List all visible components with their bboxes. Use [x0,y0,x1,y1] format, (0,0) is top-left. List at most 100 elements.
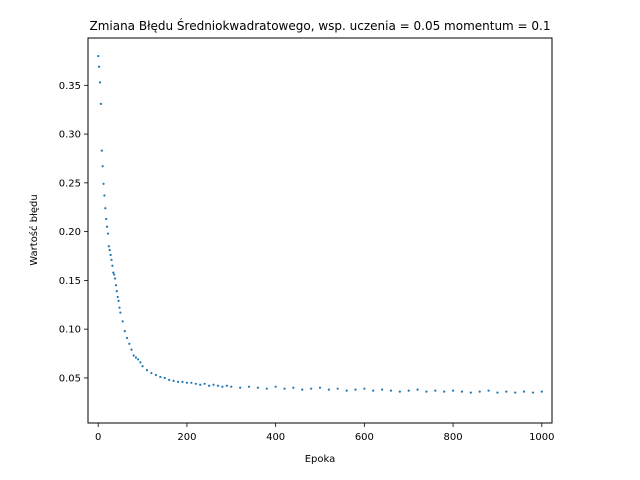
y-tick-label: 0.15 [59,276,81,287]
data-point [434,389,437,392]
data-point [128,342,131,345]
data-point [190,381,193,384]
data-point [106,232,110,235]
data-point [105,225,109,228]
data-point [117,299,120,302]
data-point [115,290,118,293]
data-point [114,284,118,287]
data-point [451,389,455,392]
y-tick-label: 0.35 [59,81,81,92]
data-point [363,387,366,390]
data-point [265,387,268,390]
data-point [113,277,117,280]
data-point [176,380,180,383]
data-point [97,54,100,58]
data-point [247,385,251,388]
data-point [194,382,197,385]
x-tick-label: 1000 [529,432,554,443]
data-point [336,387,339,390]
data-point [469,391,472,394]
data-point [310,387,313,390]
data-point [292,386,295,389]
data-point [407,389,410,392]
data-point [105,217,108,221]
y-axis-label: Wartość błędu [28,194,40,265]
data-point [274,385,277,388]
data-point [327,388,330,391]
y-tick-label: 0.20 [59,227,81,238]
data-point [212,383,215,386]
x-axis: 0 200 400 600 800 1000 [95,423,555,443]
x-tick-label: 0 [95,432,101,443]
data-point [256,386,259,389]
data-point [318,386,322,389]
data-point [496,391,499,394]
data-point [118,306,121,309]
data-point [125,336,129,340]
data-point [113,273,116,276]
data-point [159,375,162,379]
data-point [203,382,206,385]
data-point [109,253,112,257]
data-point [150,371,153,375]
x-tick-label: 400 [266,432,285,443]
data-point [540,390,543,393]
data-point [487,389,490,392]
chart-title: Zmiana Błędu Średniokwadratowego, wsp. u… [89,18,550,33]
data-point [168,378,171,381]
data-point [221,385,224,388]
data-point [137,358,140,361]
data-point [230,385,233,388]
y-tick-label: 0.10 [59,325,81,336]
data-point [522,390,526,393]
data-point [216,384,220,387]
data-point [389,389,393,392]
data-point [425,390,428,393]
data-point [145,369,149,372]
data-point [185,381,189,384]
data-point [416,388,419,391]
y-tick-label: 0.30 [59,130,81,141]
data-point [239,386,242,389]
data-point [460,390,464,393]
data-point [154,373,157,377]
data-point [345,389,348,392]
y-axis: 0.05 0.10 0.15 0.20 0.25 0.30 0.35 [59,81,88,384]
x-tick-label: 200 [177,432,196,443]
data-point [104,207,107,210]
x-tick-label: 600 [355,432,374,443]
data-point [116,295,119,299]
data-point [103,194,106,197]
data-point [181,380,184,383]
data-point [199,383,202,386]
data-point [514,391,517,394]
data-point [107,245,110,248]
data-point [123,330,126,333]
data-point [134,356,138,359]
data-point [443,390,446,393]
data-point [531,391,535,394]
data-point [111,264,114,267]
data-point [108,249,111,252]
data-point [99,102,102,105]
data-point [208,384,211,387]
data-point [121,320,124,323]
data-point [478,390,481,393]
data-point [283,387,286,390]
data-point [139,361,142,364]
data-point [372,389,375,392]
data-point [172,379,175,382]
data-point [110,258,113,262]
data-point [132,354,135,357]
data-point [301,388,304,391]
data-points [97,54,543,394]
plot-frame [87,37,553,424]
data-point [101,165,104,168]
data-point [119,311,122,314]
data-point [163,376,166,380]
data-point [354,388,357,391]
data-point [225,384,228,387]
data-point [97,65,101,68]
data-point [141,365,144,368]
